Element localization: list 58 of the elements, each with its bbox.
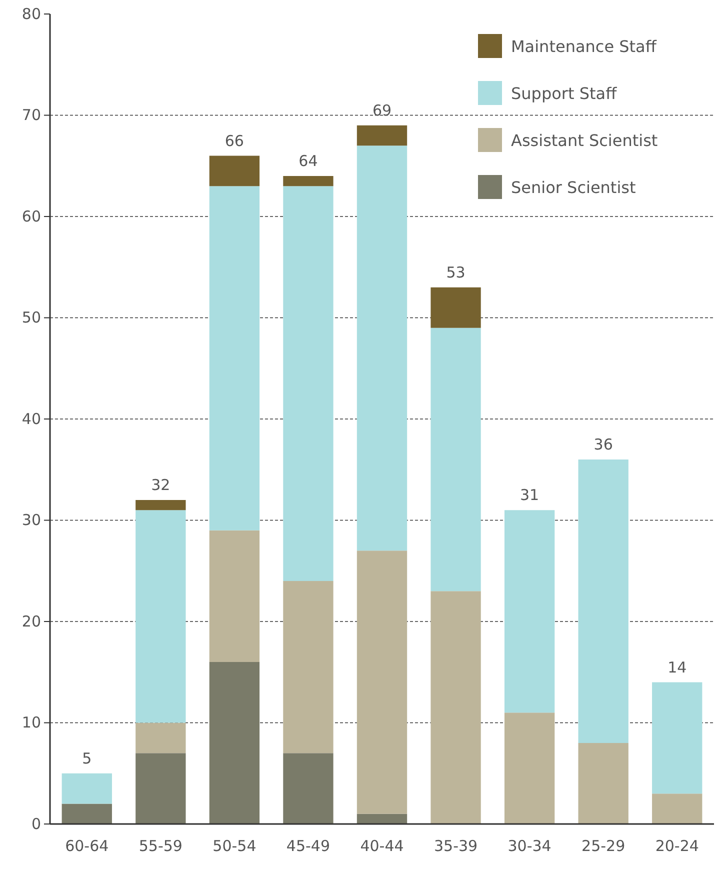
bar	[209, 156, 260, 186]
bar	[209, 530, 260, 662]
x-tick-label: 40-44	[360, 837, 404, 855]
y-tick-label: 80	[22, 4, 41, 23]
bar	[283, 581, 334, 754]
bar	[136, 722, 186, 754]
bar	[209, 662, 260, 824]
x-tick-label: 55-59	[138, 837, 182, 855]
bar	[652, 682, 702, 794]
total-label: 53	[446, 263, 466, 282]
total-label: 69	[372, 101, 392, 120]
total-label: 64	[298, 152, 318, 170]
bar	[209, 186, 260, 530]
total-label: 5	[82, 749, 92, 768]
y-tick-label: 70	[22, 106, 41, 124]
bar	[136, 500, 186, 510]
x-tick-label: 20-24	[655, 837, 699, 855]
y-tick-label: 40	[22, 410, 41, 428]
x-tick-label: 60-64	[65, 837, 109, 855]
total-label: 66	[224, 132, 244, 150]
bar	[62, 773, 112, 804]
y-tick-label: 10	[22, 714, 41, 732]
y-tick-label: 50	[22, 308, 41, 327]
bar	[652, 794, 702, 824]
bar	[504, 712, 555, 824]
x-tick-label: 35-39	[434, 837, 478, 855]
total-label: 14	[668, 658, 687, 676]
bar	[62, 804, 112, 824]
bar	[356, 125, 408, 146]
bar	[356, 550, 408, 814]
x-tick-label: 25-29	[582, 837, 626, 855]
legend-label: Senior Scientist	[511, 178, 636, 197]
legend-label: Maintenance Staff	[511, 37, 658, 56]
legend-label: Support Staff	[511, 84, 618, 103]
bar	[283, 186, 334, 581]
total-label: 32	[151, 476, 170, 494]
total-label: 31	[520, 486, 540, 504]
y-tick-label: 60	[22, 207, 41, 226]
legend-label: Assistant Scientist	[511, 131, 658, 150]
bar	[578, 743, 628, 824]
y-tick-label: 0	[31, 814, 41, 833]
x-tick-label: 50-54	[212, 837, 256, 855]
bar	[504, 510, 555, 713]
bar	[136, 753, 186, 824]
total-label: 36	[594, 436, 613, 454]
y-tick-label: 20	[22, 612, 41, 630]
bar	[430, 328, 481, 592]
y-tick-label: 30	[22, 511, 41, 530]
bar	[356, 146, 408, 551]
bar	[430, 591, 481, 824]
bar	[578, 460, 628, 743]
x-tick-label: 45-49	[286, 837, 330, 855]
bar	[283, 753, 334, 824]
bar	[430, 287, 481, 328]
bar	[136, 510, 186, 723]
bar	[283, 176, 334, 186]
x-tick-label: 30-34	[508, 837, 552, 855]
bar	[356, 814, 408, 824]
